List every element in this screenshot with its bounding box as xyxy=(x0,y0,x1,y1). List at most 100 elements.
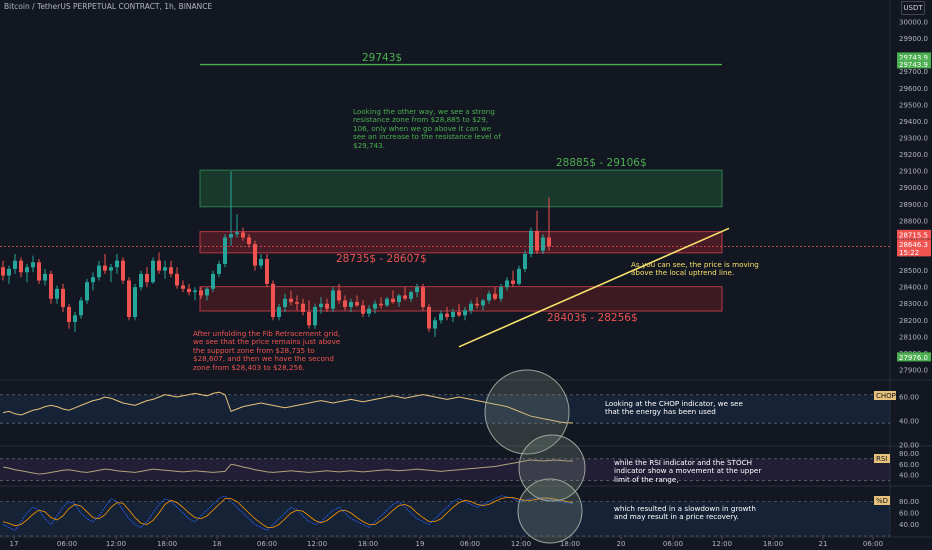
candle-body xyxy=(493,293,497,299)
candle-body xyxy=(211,273,215,289)
price-tick-label: 29200.0 xyxy=(899,151,928,159)
candle-body xyxy=(343,300,347,308)
candle-body xyxy=(439,313,443,321)
chop-tick-label: 60.00 xyxy=(899,394,919,402)
time-tick-label: 18:00 xyxy=(157,540,177,548)
chop-line xyxy=(2,391,574,424)
price-tick-label: 27900.0 xyxy=(899,367,928,375)
candle-body xyxy=(409,292,413,299)
candle-body xyxy=(61,288,65,308)
time-tick-label: 06:00 xyxy=(257,540,277,548)
currency-button[interactable]: USDT xyxy=(901,1,925,15)
time-tick-label: 21 xyxy=(819,540,828,548)
candle-body xyxy=(529,230,533,254)
stoch-label-box xyxy=(874,496,890,505)
candle-body xyxy=(517,268,521,284)
price-label: 29743.9 xyxy=(899,54,928,62)
resistance-note: Looking the other way, we see a strong r… xyxy=(353,107,501,150)
candle-body xyxy=(241,232,245,238)
stoch-tick-label: 60.00 xyxy=(899,510,919,518)
candle-body xyxy=(463,310,467,316)
candle-body xyxy=(85,282,89,301)
candle-body xyxy=(49,273,53,299)
candle-body xyxy=(385,298,389,306)
candle-body xyxy=(25,267,29,273)
rsi-line xyxy=(2,459,573,475)
candle-body xyxy=(523,254,527,269)
candle-body xyxy=(367,308,371,314)
time-tick-label: 06:00 xyxy=(663,540,683,548)
candle-body xyxy=(457,312,461,316)
candle-body xyxy=(169,267,173,274)
candle-body xyxy=(97,265,101,278)
stoch-tick-label: 80.00 xyxy=(899,498,919,506)
chop-tick-label: 40.00 xyxy=(899,418,919,426)
stoch-d-line xyxy=(2,497,574,528)
time-tick-label: 18:00 xyxy=(763,540,783,548)
price-label: 27976.0 xyxy=(899,354,928,362)
price-label-box xyxy=(897,352,931,362)
rsi-label: RSI xyxy=(876,455,887,463)
candle-body xyxy=(373,303,377,309)
candle-body xyxy=(361,305,365,314)
candle-body xyxy=(133,287,137,317)
stoch-band xyxy=(0,501,890,536)
candle-body xyxy=(217,263,221,274)
candle-body xyxy=(175,273,179,286)
candle-body xyxy=(451,312,455,317)
candle-body xyxy=(163,267,167,271)
zone-resistance xyxy=(199,169,723,208)
candle-body xyxy=(259,258,263,266)
candle-body xyxy=(139,273,143,288)
candle-body xyxy=(235,232,239,235)
rsi-band xyxy=(0,458,890,481)
candle-body xyxy=(289,298,293,303)
price-label-box xyxy=(897,229,931,239)
price-tick-label: 28500.0 xyxy=(899,267,928,275)
candle-body xyxy=(349,302,353,308)
candle-body xyxy=(205,288,209,296)
candle-body xyxy=(199,290,203,296)
candle-body xyxy=(541,237,545,251)
time-tick-label: 19 xyxy=(416,540,425,548)
price-axis: 30000.029900.029800.029700.029600.029500… xyxy=(897,19,931,375)
trendline xyxy=(458,227,730,348)
candle-body xyxy=(337,290,341,301)
candle-body xyxy=(415,287,419,293)
candle-body xyxy=(127,280,131,317)
price-tick-label: 29400.0 xyxy=(899,118,928,126)
candle-body xyxy=(181,285,185,289)
candle-body xyxy=(13,260,17,269)
candle-body xyxy=(475,303,479,306)
rsi-tick-label: 40.00 xyxy=(899,472,919,480)
zone-label-resistance: 28885$ - 29106$ xyxy=(556,157,647,169)
candle-body xyxy=(319,303,323,308)
candle-body xyxy=(271,283,275,317)
price-label: 28646.3 xyxy=(899,241,928,249)
candle-body xyxy=(445,313,449,317)
rsi-label-box xyxy=(874,454,890,463)
candle-body xyxy=(151,260,155,283)
price-label-box xyxy=(897,59,931,69)
indicator-panes: 60.00 40.00 20.00 CHOP 80.00 60.00 40.00 RSI 80.… xyxy=(0,391,919,537)
candle-body xyxy=(1,267,5,276)
chop-note: Looking at the CHOP indicator, we see th… xyxy=(605,399,743,417)
candle-body xyxy=(73,315,77,322)
chop-label: CHOP xyxy=(876,392,896,400)
price-tick-label: 30000.0 xyxy=(899,19,928,27)
price-tick-label: 29300.0 xyxy=(899,135,928,143)
candle-body xyxy=(391,298,395,303)
chop-tick-label: 20.00 xyxy=(899,442,919,450)
trend-note: As you can see, the price is moving abov… xyxy=(631,260,759,278)
candle-body xyxy=(157,260,161,271)
candle-body xyxy=(121,260,125,281)
price-tick-label: 29100.0 xyxy=(899,168,928,176)
time-tick-label: 06:00 xyxy=(863,540,883,548)
price-label-box xyxy=(897,52,931,62)
candle-body xyxy=(469,303,473,311)
candle-body xyxy=(67,307,71,322)
time-tick-label: 18:00 xyxy=(358,540,378,548)
candle-body xyxy=(43,273,47,281)
candle-body xyxy=(355,302,359,306)
